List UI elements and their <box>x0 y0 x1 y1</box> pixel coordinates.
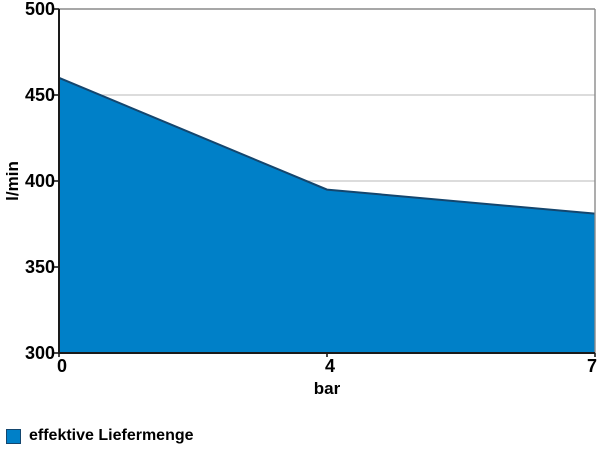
legend-swatch <box>6 428 21 444</box>
x-axis-title: bar <box>313 379 341 398</box>
x-tick-label: 7 <box>586 356 598 376</box>
y-tick-label: 500 <box>24 0 55 19</box>
y-tick-label: 300 <box>24 343 55 363</box>
y-tick-label: 350 <box>24 257 55 277</box>
y-tick-label: 400 <box>24 171 55 191</box>
legend: effektive Liefermenge <box>6 427 194 445</box>
y-tick-label: 450 <box>24 85 55 105</box>
legend-label: effektive Liefermenge <box>29 427 194 444</box>
x-tick-label: 4 <box>324 356 336 376</box>
x-tick-label: 0 <box>56 356 68 376</box>
